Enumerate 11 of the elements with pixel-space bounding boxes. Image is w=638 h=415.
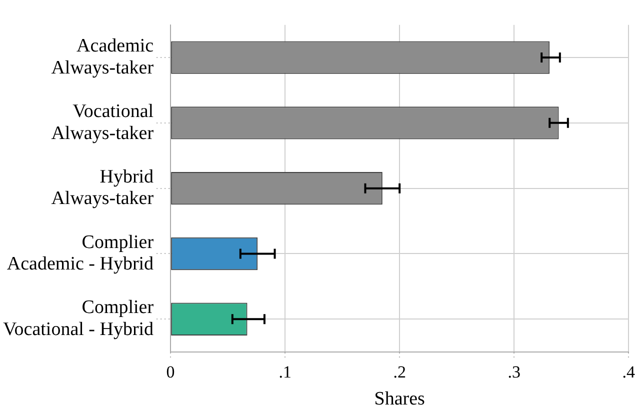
y-tick-label: Complier Academic - Hybrid xyxy=(6,232,154,275)
x-tick-label: .1 xyxy=(278,362,292,382)
x-axis-title: Shares xyxy=(374,388,425,410)
x-tick-label: 0 xyxy=(166,362,175,382)
y-tick-label: Hybrid Always-taker xyxy=(51,166,154,210)
x-tick-label: .3 xyxy=(508,362,520,382)
x-tick-label: .2 xyxy=(393,362,406,382)
y-tick-label: Academic Always-taker xyxy=(51,36,154,78)
y-tick-label: Complier Vocational - Hybrid xyxy=(3,297,154,340)
y-tick-label: Vocational Always-taker xyxy=(51,100,154,144)
x-tick-label: .4 xyxy=(622,362,636,382)
